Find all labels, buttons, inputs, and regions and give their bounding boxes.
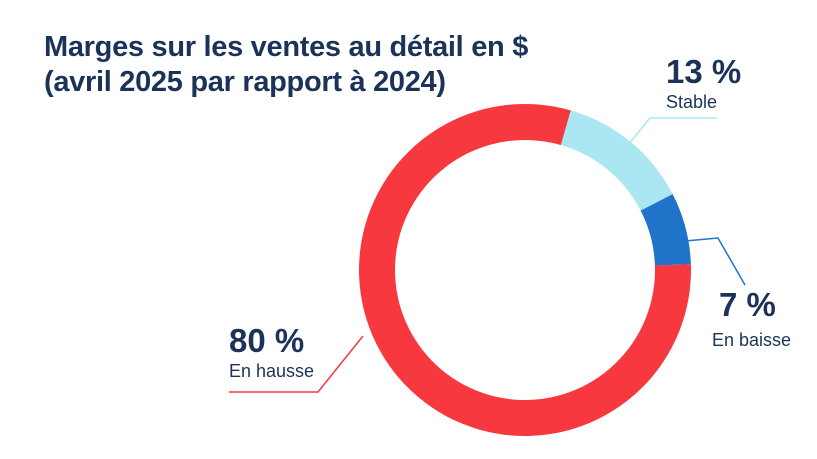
slice-value-label-en-hausse: 80 % xyxy=(229,322,304,359)
slice-value-label-stable: 13 % xyxy=(666,53,741,90)
leader-line-en-hausse xyxy=(229,335,364,393)
slice-stable xyxy=(560,110,673,211)
chart-title: Marges sur les ventes au détail en $ (av… xyxy=(44,30,528,100)
leader-line-stable xyxy=(627,117,717,146)
slice-en-baisse xyxy=(640,194,691,266)
slice-category-label-stable: Stable xyxy=(666,92,717,112)
donut-slices xyxy=(359,103,692,436)
chart-title-line-2: (avril 2025 par rapport à 2024) xyxy=(44,66,446,98)
slice-category-label-en-hausse: En hausse xyxy=(229,361,314,381)
chart-title-line-1: Marges sur les ventes au détail en $ xyxy=(44,31,529,63)
slice-value-label-en-baisse: 7 % xyxy=(719,286,776,323)
leader-line-en-baisse xyxy=(684,237,746,286)
leader-lines xyxy=(229,117,746,393)
slice-category-label-en-baisse: En baisse xyxy=(712,330,791,350)
